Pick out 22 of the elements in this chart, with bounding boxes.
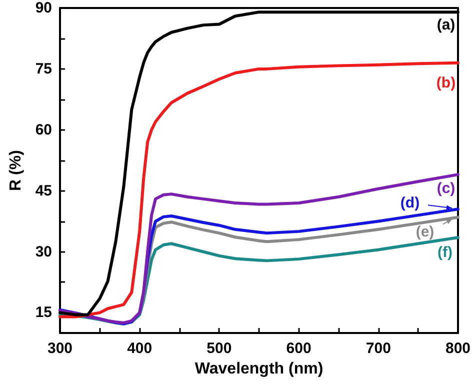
x-tick-label: 300 <box>47 340 73 357</box>
y-tick-label: 60 <box>35 121 52 138</box>
legend-label: (d) <box>400 194 420 212</box>
x-tick-label: 700 <box>366 340 391 357</box>
y-axis-title: R (%) <box>8 150 24 191</box>
line-series <box>58 173 460 324</box>
y-tick-label: 75 <box>35 60 52 78</box>
x-axis-title: Wavelength (nm) <box>194 360 324 378</box>
series-label: (b) <box>436 74 456 92</box>
y-tick-label: 15 <box>35 304 52 322</box>
x-tick-label: 600 <box>286 340 312 357</box>
y-tick-label: 45 <box>35 182 52 200</box>
y-tick-label: 90 <box>35 0 52 16</box>
line-series <box>58 61 460 318</box>
series-label: (a) <box>436 16 456 34</box>
x-tick-label: 800 <box>445 340 471 357</box>
series-label: (f) <box>438 244 452 262</box>
x-tick-label: 500 <box>206 340 232 357</box>
legend-label: (e) <box>416 224 434 241</box>
x-tick-label: 400 <box>127 340 152 357</box>
y-tick-label: 30 <box>35 243 52 260</box>
series-label: (c) <box>436 180 456 198</box>
